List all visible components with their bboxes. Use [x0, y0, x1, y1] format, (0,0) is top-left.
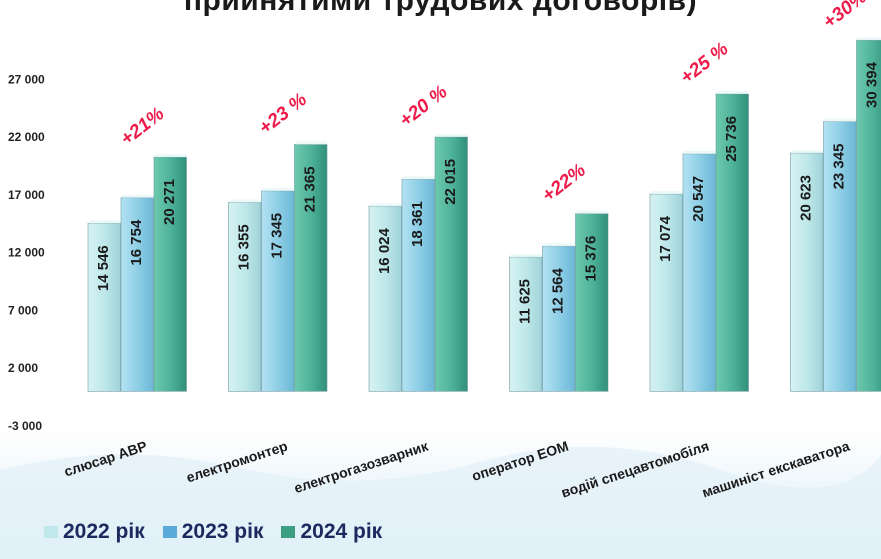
bar-2023-5 [823, 121, 857, 392]
bar-cap [436, 133, 468, 137]
y-tick-label: 22 000 [8, 130, 45, 144]
legend-swatch-2024 [281, 526, 296, 538]
legend-item-2022: 2022 рік [44, 520, 145, 544]
legend-item-2024: 2024 рік [281, 520, 382, 544]
bar-2022-2 [368, 205, 402, 392]
bar-2024-1 [294, 144, 328, 392]
background-wave-crest [0, 446, 881, 559]
bar-2023-2 [401, 178, 435, 392]
bar-value-label: 16 754 [128, 219, 145, 266]
bar-cap [824, 118, 856, 122]
bar-cap [262, 187, 294, 191]
legend-label-2024: 2024 рік [300, 520, 383, 543]
growth-label: +20 % [396, 81, 452, 131]
growth-label: +22% [538, 160, 590, 207]
bars-group [87, 37, 881, 392]
bar-value-label: 17 074 [657, 215, 674, 262]
bar-2024-4 [715, 93, 749, 392]
bar-2022-3 [509, 256, 543, 392]
y-tick-label: 2 000 [8, 361, 38, 375]
bar-cap [89, 220, 121, 224]
legend-label-2023: 2023 рік [181, 520, 264, 543]
bar-cap [403, 176, 435, 180]
y-tick-label: 12 000 [8, 246, 45, 260]
legend-item-2023: 2023 рік [162, 520, 264, 544]
bar-value-label: 15 376 [583, 236, 600, 282]
legend-label-2022: 2022 рік [63, 520, 145, 543]
bar-cap [543, 243, 575, 247]
bar-2023-0 [120, 197, 154, 392]
bar-value-label: 20 271 [161, 179, 178, 225]
bar-value-label: 14 546 [95, 245, 112, 291]
bar-value-label: 16 024 [376, 227, 393, 274]
bar-value-label: 21 365 [302, 166, 319, 212]
bar-2024-3 [575, 213, 609, 392]
bar-2024-0 [153, 156, 187, 392]
growth-label: +30% [819, 0, 871, 33]
growth-label: +21% [117, 103, 169, 150]
bar-cap [576, 210, 608, 214]
y-tick-label: 17 000 [8, 188, 45, 202]
growth-labels-group: +21% +23 % +20 % +22% +25 % +30% [117, 0, 871, 207]
y-tick-label: 7 000 [8, 303, 38, 317]
bar-cap [684, 150, 716, 154]
bar-cap [510, 253, 542, 257]
y-axis: 27 000 22 000 17 000 12 000 7 000 2 000 -3 000 [8, 72, 45, 433]
bar-value-label: 23 345 [831, 144, 848, 190]
chart-title: прийнятими трудових договорів) [183, 0, 698, 17]
bar-value-label: 25 736 [723, 116, 740, 162]
bar-cap [122, 194, 154, 198]
bar-cap [791, 149, 823, 153]
y-tick-label: 27 000 [8, 72, 45, 86]
bar-cap [651, 191, 683, 195]
bar-value-label: 30 394 [864, 61, 881, 108]
bar-cap [155, 154, 187, 158]
bar-value-label: 20 547 [690, 176, 707, 222]
bar-cap [295, 141, 327, 145]
legend: 2022 рік 2023 рік 2024 рік [44, 520, 382, 544]
legend-swatch-2022 [44, 526, 58, 538]
bar-value-label: 17 345 [269, 213, 286, 259]
bar-2022-1 [228, 202, 262, 392]
bar-2023-4 [682, 153, 716, 392]
bar-cap [717, 90, 749, 94]
y-tick-label: -3 000 [8, 419, 42, 433]
bar-cap [370, 203, 402, 207]
bar-cap [857, 37, 881, 41]
bar-value-label: 22 015 [442, 159, 459, 205]
bar-2022-4 [649, 193, 683, 392]
bar-value-label: 16 355 [236, 224, 253, 270]
bar-value-label: 18 361 [409, 201, 426, 247]
value-labels-group: 14 546 16 754 20 271 16 355 17 345 21 365 16 0… [95, 61, 881, 324]
bar-2023-1 [261, 190, 295, 392]
bar-2024-5 [856, 39, 881, 392]
legend-swatch-2023 [162, 526, 177, 538]
bar-value-label: 20 623 [798, 175, 815, 221]
bar-cap [229, 199, 261, 203]
bar-2022-5 [790, 152, 824, 392]
growth-label: +23 % [255, 89, 311, 139]
bar-value-label: 12 564 [550, 267, 567, 314]
bar-2023-3 [542, 245, 576, 392]
bar-value-label: 11 625 [517, 279, 534, 324]
growth-label: +25 % [677, 38, 733, 88]
